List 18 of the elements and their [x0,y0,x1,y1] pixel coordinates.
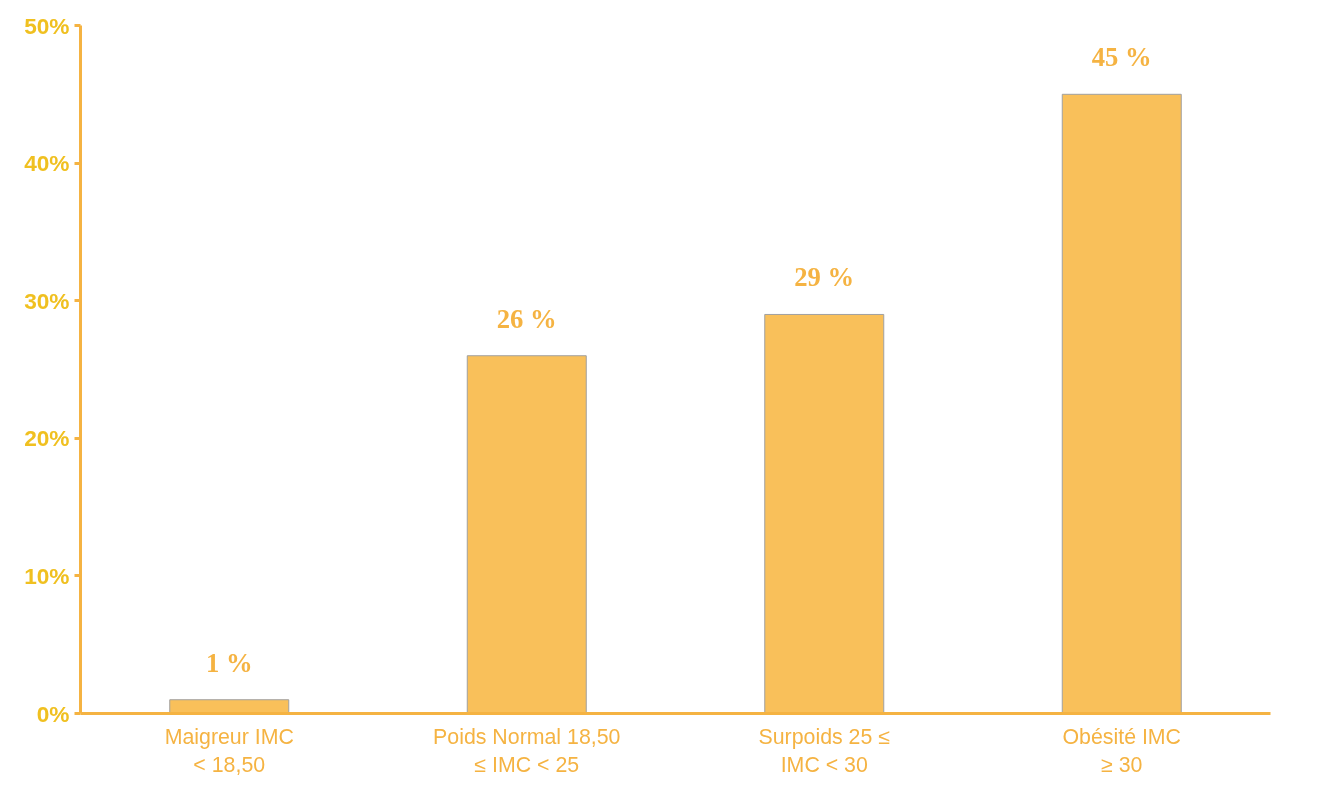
bar [466,355,587,714]
bar [169,699,290,714]
x-tick-label: Obésité IMC ≥ 30 [1062,724,1182,778]
data-label: 26 % [496,303,557,334]
y-tick-label: 40% [24,150,70,177]
data-label: 29 % [794,262,855,293]
y-tick-label: 20% [24,425,70,452]
y-tick-label: 0% [36,700,70,727]
y-tick-label: 50% [24,12,70,39]
y-tick-label: 30% [24,287,70,314]
bar [764,313,885,714]
x-tick-label: Surpoids 25 ≤ IMC < 30 [758,724,891,778]
x-tick-label: Maigreur IMC < 18,50 [164,724,294,778]
bar [1061,93,1182,714]
data-label: 1 % [205,647,253,678]
data-label: 45 % [1091,42,1152,73]
x-tick-label: Poids Normal 18,50 ≤ IMC < 25 [433,724,621,778]
y-tick-label: 10% [24,562,70,589]
